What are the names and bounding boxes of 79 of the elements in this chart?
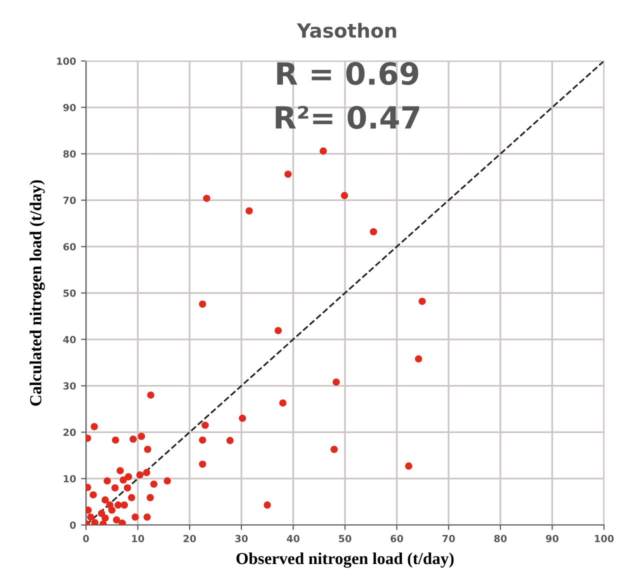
point [279,399,286,407]
point [124,473,132,480]
x-tick-label: 30 [235,534,248,542]
x-tick-label: 10 [132,534,144,542]
point [102,496,109,504]
point [198,436,206,444]
point [120,476,127,484]
point [418,298,426,305]
y-tick-label: 50 [64,289,76,297]
y-axis-title: Calculated nitrogen load (t/day) [30,180,45,406]
y-tick-label: 100 [57,57,76,65]
point [128,494,136,502]
x-tick-label: 100 [594,534,614,542]
point [118,520,126,525]
x-axis-title: Observed nitrogen load (t/day) [236,552,454,568]
y-tick-label: 40 [63,336,76,344]
x-tick-label: 70 [442,534,455,542]
point [405,462,412,470]
y-tick-label: 90 [63,104,76,112]
point [370,228,378,236]
point [330,446,338,454]
point [164,477,171,485]
point [114,501,122,509]
point [90,491,97,498]
point [246,207,253,215]
point [138,432,146,440]
annotation: R = 0.69 [277,62,418,86]
x-tick-label: 90 [546,534,558,542]
point [274,326,282,334]
y-tick-label: 20 [64,428,76,436]
point [198,460,206,468]
point [332,378,340,386]
x-tick-label: 40 [286,534,300,542]
point [414,355,422,363]
point [264,501,271,509]
x-tick-label: 0 [83,534,89,542]
point [104,477,111,485]
point [150,480,158,488]
point [226,436,234,444]
point [284,170,292,178]
point [147,391,154,399]
point [124,484,132,492]
point [111,484,119,492]
y-tick-label: 80 [63,150,76,158]
point [87,513,94,521]
x-tick-label: 50 [338,534,352,542]
y-tick-label: 0 [70,521,76,529]
x-tick-label: 80 [494,534,507,542]
point [98,510,106,518]
point [203,194,210,202]
point [90,422,98,430]
x-tick-label: 20 [184,534,196,542]
point [120,501,128,509]
annotation: R²= 0.47 [276,106,420,129]
point [112,516,120,524]
point [143,513,151,521]
y-tick-label: 10 [64,475,76,482]
point [102,514,109,522]
y-tick-label: 60 [63,243,76,250]
y-tick-label: 70 [63,196,76,204]
point [129,436,137,443]
x-tick-label: 60 [390,534,404,542]
y-tick-label: 30 [63,382,76,390]
point [112,436,120,444]
chart-title: Yasothon [296,22,396,38]
point [142,468,150,476]
point [198,300,206,308]
point [132,513,139,521]
point [202,422,209,429]
point [340,192,348,200]
point [238,414,246,422]
point [116,467,124,474]
point [108,506,116,514]
point [320,147,327,155]
point [86,506,92,514]
point [144,446,152,454]
point [146,494,154,502]
point [136,471,144,479]
point [91,519,98,525]
